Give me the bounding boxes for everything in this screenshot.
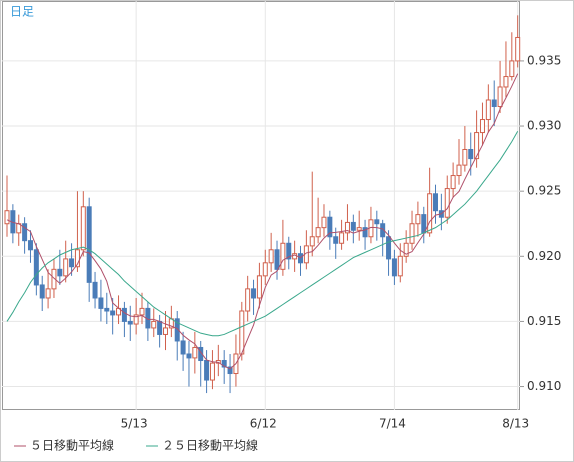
candle-body: [356, 227, 362, 231]
y-tick-label: 0.925: [527, 184, 561, 198]
candle-body: [33, 249, 39, 286]
candle-body: [121, 307, 127, 322]
candle-body: [280, 242, 286, 270]
moving-average-line: [6, 73, 519, 370]
candle-body: [268, 249, 274, 264]
candle-body: [133, 314, 139, 325]
candle-body: [151, 320, 157, 329]
candle-body: [198, 346, 204, 362]
candle-body: [22, 223, 28, 242]
candle-body: [274, 249, 280, 270]
candle-body: [98, 297, 104, 309]
candle-body: [433, 193, 439, 212]
candle-body: [380, 223, 386, 238]
chart-title: 日足: [10, 5, 34, 19]
y-tick-label: 0.910: [527, 379, 561, 393]
candle-body: [397, 255, 403, 277]
candle-body: [497, 86, 503, 108]
candle-body: [139, 307, 145, 316]
candle-body: [174, 318, 180, 342]
candle-body: [450, 175, 456, 190]
candle-body: [350, 221, 356, 231]
y-tick-label: 0.920: [527, 249, 561, 263]
candle-body: [327, 216, 333, 238]
x-tick-label: 7/14: [379, 417, 406, 431]
candle-body: [162, 327, 168, 335]
candle-body: [27, 240, 33, 251]
candle-body: [491, 99, 497, 108]
candle-body: [321, 216, 327, 229]
candle-body: [427, 193, 433, 234]
candle-body: [386, 236, 392, 260]
legend-label: ５日移動平均線: [30, 438, 114, 453]
legend-label: ２５日移動平均線: [162, 438, 258, 453]
candle-body: [362, 227, 368, 238]
candle-body: [80, 206, 86, 251]
candle-body: [204, 360, 210, 381]
candle-body: [157, 320, 163, 335]
candle-body: [39, 284, 45, 299]
candle-body: [245, 288, 251, 312]
candle-body: [57, 268, 63, 277]
candle-body: [180, 340, 186, 355]
candle-body: [462, 148, 468, 166]
candle-body: [256, 275, 262, 299]
candle-body: [239, 310, 245, 355]
candle-body: [45, 288, 51, 299]
candle-body: [127, 320, 133, 325]
candle-body: [339, 232, 345, 244]
candle-body: [503, 76, 509, 88]
x-tick-label: 8/13: [502, 417, 529, 431]
candle-body: [221, 360, 227, 368]
candle-body: [344, 221, 350, 234]
candle-body: [444, 188, 450, 218]
candle-body: [509, 60, 515, 78]
candle-body: [468, 148, 474, 160]
candle-body: [86, 206, 92, 283]
candle-body: [333, 236, 339, 244]
candle-body: [74, 249, 80, 268]
candle-body: [515, 36, 521, 62]
x-tick-label: 5/13: [121, 417, 148, 431]
candle-body: [391, 258, 397, 277]
y-tick-label: 0.915: [527, 314, 561, 328]
candle-body: [479, 119, 485, 134]
candle-body: [286, 242, 292, 260]
candle-body: [456, 164, 462, 177]
candle-body: [409, 223, 415, 244]
candle-body: [227, 366, 233, 375]
y-tick-label: 0.930: [527, 119, 561, 133]
candle-body: [104, 307, 110, 312]
candle-body: [186, 353, 192, 359]
candle-body: [192, 346, 198, 359]
x-tick-label: 6/12: [250, 417, 277, 431]
moving-average-line: [6, 131, 519, 337]
candle-body: [309, 236, 315, 247]
plot-area: [2, 1, 520, 410]
y-tick-label: 0.935: [527, 53, 561, 67]
candle-body: [251, 288, 257, 299]
candle-body: [69, 258, 75, 268]
candle-body: [209, 362, 215, 381]
candle-body: [315, 227, 321, 238]
candle-body: [63, 258, 69, 277]
candle-body: [4, 210, 10, 225]
candle-body: [262, 262, 268, 277]
candle-body: [415, 214, 421, 225]
candle-body: [110, 310, 116, 316]
legend: ５日移動平均線 ２５日移動平均線: [14, 438, 258, 453]
candle-body: [374, 219, 380, 225]
candle-body: [92, 281, 98, 299]
candle-body: [51, 268, 57, 290]
candle-body: [474, 132, 480, 160]
candle-body: [485, 99, 491, 121]
candle-body: [298, 253, 303, 264]
candle-body: [403, 242, 409, 257]
